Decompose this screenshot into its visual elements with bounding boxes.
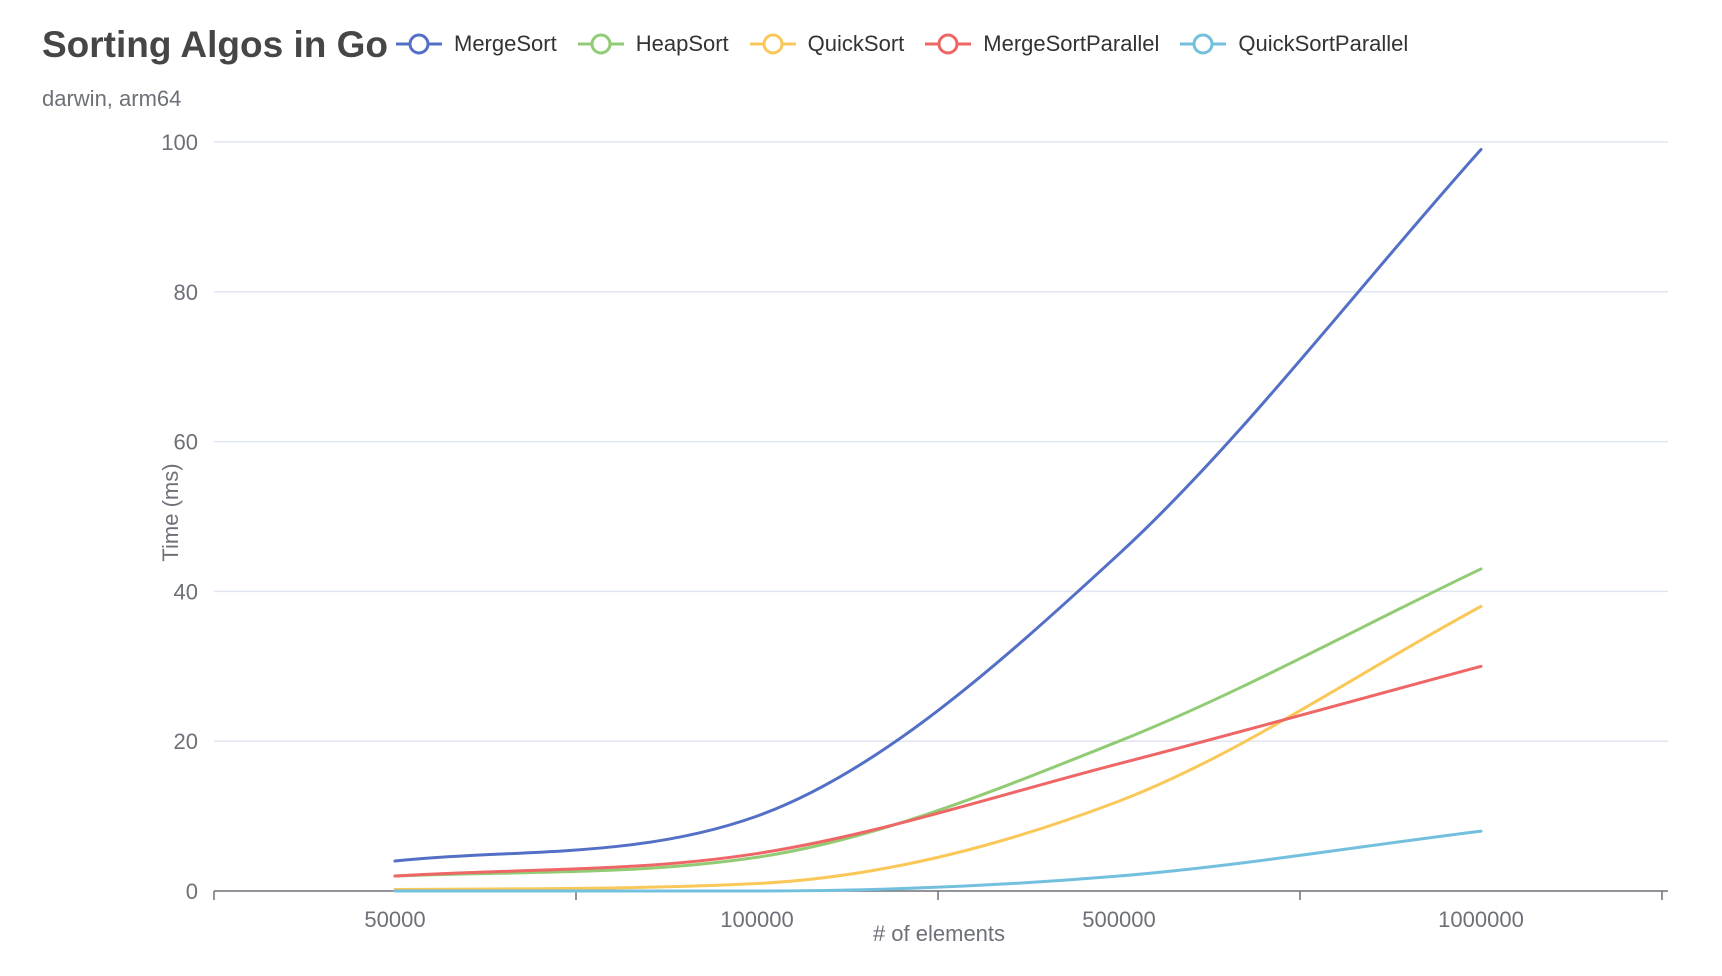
legend-item-heapsort[interactable]: HeapSort (576, 30, 729, 58)
y-axis-label: Time (ms) (158, 463, 183, 561)
legend-marker-icon (1180, 33, 1227, 55)
y-tick-label: 100 (161, 130, 198, 155)
x-tick-label: 500000 (1082, 907, 1155, 932)
legend-label: HeapSort (635, 31, 729, 56)
legend-label: QuickSortParallel (1238, 31, 1409, 56)
series-line-quicksortparallel (393, 829, 1483, 893)
series-line-quicksort (393, 604, 1483, 892)
legend: MergeSort HeapSort QuickSort MergeSortParal… (394, 26, 1427, 62)
legend-item-quicksort[interactable]: QuickSort (748, 30, 905, 58)
x-tick-label: 50000 (364, 907, 425, 932)
y-tick-label: 60 (174, 430, 198, 455)
x-tick-label: 1000000 (1438, 907, 1524, 932)
legend-item-mergesortparallel[interactable]: MergeSortParallel (923, 30, 1159, 58)
series-line-heapsort (393, 567, 1483, 878)
y-tick-label: 20 (174, 729, 198, 754)
chart-subtitle: darwin, arm64 (42, 86, 182, 111)
legend-marker-icon (925, 33, 972, 55)
legend-label: MergeSortParallel (983, 31, 1160, 56)
legend-marker-icon (396, 33, 442, 55)
y-tick-label: 0 (186, 879, 198, 904)
legend-marker-icon (577, 33, 624, 55)
x-axis-label: # of elements (873, 921, 1005, 946)
y-tick-label: 40 (174, 579, 198, 604)
x-tick-label: 100000 (720, 907, 793, 932)
legend-item-mergesort[interactable]: MergeSort (394, 30, 557, 58)
legend-item-quicksortparallel[interactable]: QuickSortParallel (1178, 30, 1408, 58)
series-line-mergesortparallel (393, 664, 1483, 878)
legend-label: MergeSort (454, 31, 557, 56)
series-line-mergesort (393, 147, 1483, 863)
chart-title: Sorting Algos in Go (42, 24, 388, 65)
y-tick-label: 80 (174, 280, 198, 305)
legend-label: QuickSort (807, 31, 905, 56)
legend-marker-icon (749, 33, 796, 55)
